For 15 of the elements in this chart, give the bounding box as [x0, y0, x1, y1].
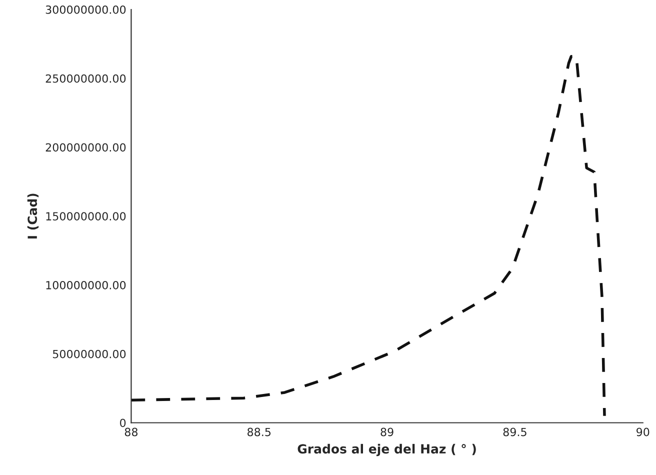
y-axis-title: I (Cad) [27, 194, 39, 238]
y-tick-label: 250000000.00 [46, 74, 126, 83]
y-tick-label: 200000000.00 [46, 143, 126, 152]
y-tick-label: 50000000.00 [52, 350, 126, 358]
line-series [131, 54, 606, 418]
y-tick-label: 300000000.00 [46, 5, 126, 14]
x-tick-label: 88 [124, 428, 138, 436]
x-tick-label: 89.5 [503, 428, 526, 436]
y-tick-label: 150000000.00 [46, 212, 126, 221]
y-tick-label: 0 [120, 418, 126, 428]
x-tick-label: 90 [636, 428, 650, 436]
x-tick-label: 89 [380, 428, 394, 436]
y-tick-label: 100000000.00 [46, 280, 126, 290]
x-axis-title: Grados al eje del Haz ( ° ) [298, 444, 476, 456]
x-tick-label: 88.5 [248, 428, 271, 436]
